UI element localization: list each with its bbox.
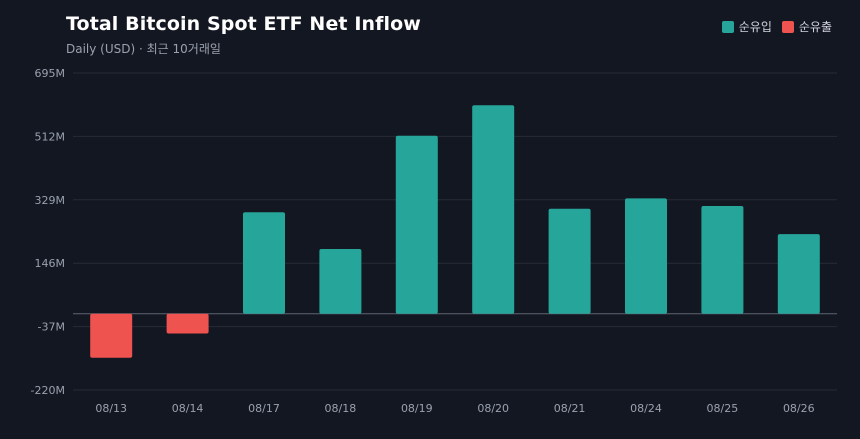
legend-label-inflow: 순유입 (738, 20, 772, 34)
bar-08-13[interactable] (90, 313, 133, 358)
legend-label-outflow: 순유출 (798, 20, 832, 34)
chart-subtitle: Daily (USD) · 최근 10거래일 (66, 42, 221, 56)
legend-swatch-inflow (721, 20, 734, 33)
x-tick-label: 08/14 (172, 402, 204, 415)
x-tick-label: 08/24 (630, 402, 662, 415)
bar-08-26[interactable] (777, 234, 820, 314)
legend-item-inflow[interactable]: 순유입 (721, 18, 772, 35)
y-tick-label: -37M (38, 321, 65, 334)
x-tick-label: 08/18 (325, 402, 357, 415)
bar-08-14[interactable] (166, 313, 209, 334)
bar-08-21[interactable] (548, 208, 591, 314)
chart-title: Total Bitcoin Spot ETF Net Inflow (66, 13, 421, 35)
x-tick-label: 08/19 (401, 402, 433, 415)
y-tick-label: 512M (35, 130, 66, 143)
legend: 순유입 순유출 (721, 18, 832, 35)
legend-swatch-outflow (781, 20, 794, 33)
bar-08-20[interactable] (472, 105, 515, 314)
y-tick-label: 695M (35, 67, 66, 80)
x-tick-label: 08/13 (95, 402, 127, 415)
bar-08-18[interactable] (319, 248, 362, 314)
y-tick-label: 329M (35, 194, 66, 207)
x-tick-label: 08/20 (477, 402, 509, 415)
bar-08-17[interactable] (243, 212, 285, 314)
x-tick-label: 08/26 (783, 402, 815, 415)
legend-item-outflow[interactable]: 순유출 (781, 18, 832, 35)
bar-08-24[interactable] (625, 198, 667, 314)
bar-08-19[interactable] (395, 135, 438, 314)
y-tick-label: -220M (31, 384, 65, 397)
x-tick-label: 08/21 (554, 402, 586, 415)
y-tick-label: 146M (35, 257, 66, 270)
x-tick-label: 08/17 (248, 402, 280, 415)
bar-08-25[interactable] (701, 206, 744, 314)
x-tick-label: 08/25 (707, 402, 739, 415)
